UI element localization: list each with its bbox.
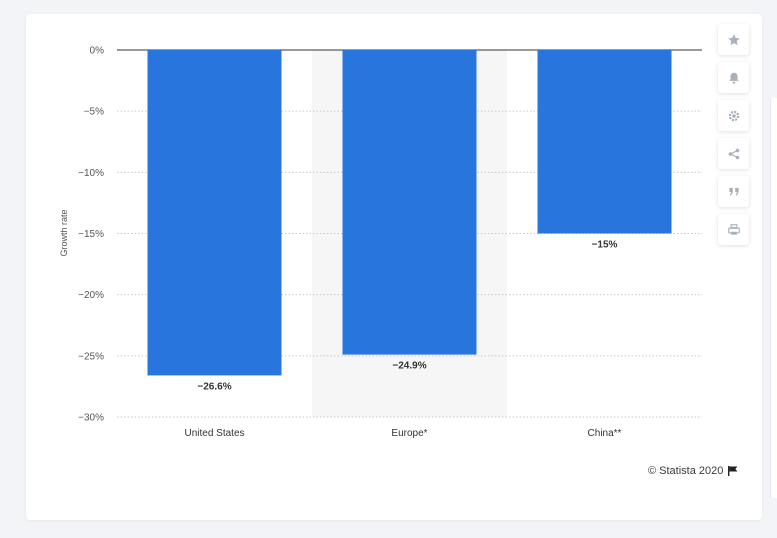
favorite-button[interactable] [718,24,749,55]
flag-icon [728,466,738,476]
bell-icon [728,72,739,84]
y-tick-label: −30% [78,413,104,424]
gear-icon [728,110,739,121]
y-tick-label: −10% [78,168,104,179]
data-label: −24.9% [392,361,426,372]
y-tick-label: −25% [78,351,104,362]
y-axis-title: Growth rate [59,209,69,256]
x-tick-label: Europe* [391,428,427,439]
print-icon [727,223,740,235]
y-tick-label: 0% [90,46,105,57]
star-icon [727,33,740,45]
share-icon [728,148,739,159]
data-label: −15% [592,240,618,251]
credit-text: © Statista 2020 [648,465,724,477]
chart-toolbar [718,24,749,245]
data-label: −26.6% [197,381,231,392]
bar [537,50,672,234]
y-tick-label: −15% [78,229,104,240]
bar [147,50,282,376]
x-tick-label: China** [588,428,622,439]
cite-button[interactable] [718,176,749,207]
statista-credit[interactable]: © Statista 2020 [648,465,738,477]
notification-button[interactable] [718,62,749,93]
y-tick-label: −5% [84,107,104,118]
y-tick-label: −20% [78,290,104,301]
bar [342,50,477,355]
settings-button[interactable] [718,100,749,131]
share-button[interactable] [718,138,749,169]
side-panel-edge [770,98,777,498]
quote-icon [728,187,739,195]
x-tick-label: United States [184,428,244,439]
print-button[interactable] [718,214,749,245]
